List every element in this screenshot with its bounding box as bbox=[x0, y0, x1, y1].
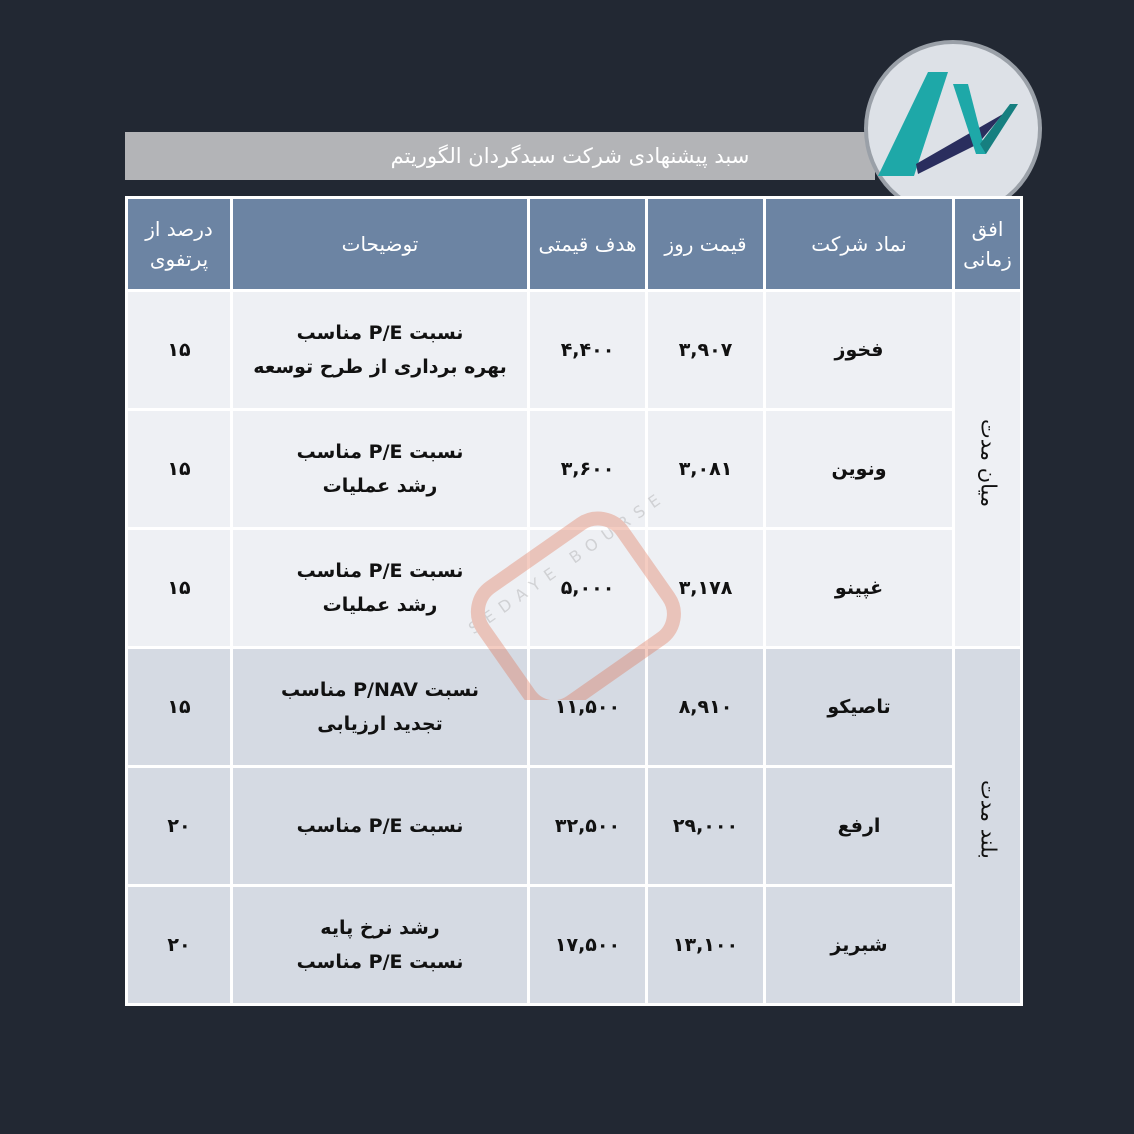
horizon-cell: بلند مدت bbox=[952, 646, 1023, 1006]
target-cell: ۳,۶۰۰ bbox=[527, 408, 648, 530]
price-cell: ۳,۰۸۱ bbox=[645, 408, 766, 530]
symbol-cell: ارفع bbox=[763, 765, 955, 887]
table-row: غپینو ۳,۱۷۸ ۵,۰۰۰ نسبت P/E مناسب رشد عملیات ۱… bbox=[125, 527, 1022, 649]
description-line: رشد عملیات bbox=[322, 594, 438, 616]
description-line: نسبت P/E مناسب bbox=[296, 951, 464, 973]
header-target: هدف قیمتی bbox=[527, 196, 648, 292]
percent-cell: ۲۰ bbox=[125, 765, 233, 887]
description-cell: نسبت P/E مناسب رشد عملیات bbox=[230, 527, 530, 649]
table-row: میان مدت فخوز ۳,۹۰۷ ۴,۴۰۰ نسبت P/E مناسب بهره… bbox=[125, 289, 1023, 649]
portfolio-table: افق زمانی نماد شرکت قیمت روز هدف قیمتی ت… bbox=[125, 196, 1023, 1006]
algorithm-logo-icon bbox=[868, 44, 1038, 214]
header-percent: درصد از پرتفوی bbox=[125, 196, 233, 292]
description-line: نسبت P/E مناسب bbox=[296, 440, 464, 463]
page-title: سبد پیشنهادی شرکت سبدگردان الگوریتم bbox=[390, 144, 750, 168]
header-horizon: افق زمانی bbox=[952, 196, 1023, 292]
title-bar: سبد پیشنهادی شرکت سبدگردان الگوریتم bbox=[125, 132, 875, 180]
header-symbol: نماد شرکت bbox=[763, 196, 955, 292]
price-cell: ۲۹,۰۰۰ bbox=[645, 765, 766, 887]
description-line: رشد نرخ پایه bbox=[320, 916, 440, 939]
description-line: نسبت P/E مناسب bbox=[296, 321, 464, 344]
description-line: نسبت P/E مناسب bbox=[296, 559, 464, 582]
description-cell: نسبت P/E مناسب بهره برداری از طرح توسعه bbox=[230, 289, 530, 411]
table-row: بلند مدت تاصیکو ۸,۹۱۰ ۱۱,۵۰۰ نسبت P/NAV مناس… bbox=[125, 646, 1023, 1006]
table-row: شبریز ۱۳,۱۰۰ ۱۷,۵۰۰ رشد نرخ پایه نسبت P/E من… bbox=[125, 884, 1022, 1006]
description-line: تجدید ارزیابی bbox=[317, 713, 443, 735]
price-cell: ۳,۹۰۷ bbox=[645, 289, 766, 411]
horizon-label: بلند مدت bbox=[976, 780, 1001, 860]
description-cell: رشد نرخ پایه نسبت P/E مناسب bbox=[230, 884, 530, 1006]
header-description: توضیحات bbox=[230, 196, 530, 292]
symbol-cell: ونوین bbox=[763, 408, 955, 530]
percent-cell: ۲۰ bbox=[125, 884, 233, 1006]
price-cell: ۱۳,۱۰۰ bbox=[645, 884, 766, 1006]
description-line: رشد عملیات bbox=[322, 475, 438, 497]
description-cell: نسبت P/NAV مناسب تجدید ارزیابی bbox=[230, 646, 530, 768]
horizon-cell: میان مدت bbox=[952, 289, 1023, 649]
description-line: بهره برداری از طرح توسعه bbox=[253, 356, 507, 378]
table-row: ونوین ۳,۰۸۱ ۳,۶۰۰ نسبت P/E مناسب رشد عملیات ۱… bbox=[125, 408, 1022, 530]
percent-cell: ۱۵ bbox=[125, 289, 233, 411]
symbol-cell: فخوز bbox=[763, 289, 955, 411]
table-row: ارفع ۲۹,۰۰۰ ۳۲,۵۰۰ نسبت P/E مناسب ۲۰ bbox=[125, 765, 1022, 887]
description-cell: نسبت P/E مناسب رشد عملیات bbox=[230, 408, 530, 530]
header-price: قیمت روز bbox=[645, 196, 766, 292]
description-line: نسبت P/NAV مناسب bbox=[281, 678, 479, 701]
target-cell: ۱۱,۵۰۰ bbox=[527, 646, 648, 768]
symbol-cell: شبریز bbox=[763, 884, 955, 1006]
percent-cell: ۱۵ bbox=[125, 646, 233, 768]
price-cell: ۸,۹۱۰ bbox=[645, 646, 766, 768]
target-cell: ۵,۰۰۰ bbox=[527, 527, 648, 649]
description-line: نسبت P/E مناسب bbox=[296, 814, 464, 837]
target-cell: ۳۲,۵۰۰ bbox=[527, 765, 648, 887]
percent-cell: ۱۵ bbox=[125, 408, 233, 530]
symbol-cell: غپینو bbox=[763, 527, 955, 649]
percent-cell: ۱۵ bbox=[125, 527, 233, 649]
target-cell: ۱۷,۵۰۰ bbox=[527, 884, 648, 1006]
price-cell: ۳,۱۷۸ bbox=[645, 527, 766, 649]
target-cell: ۴,۴۰۰ bbox=[527, 289, 648, 411]
description-cell: نسبت P/E مناسب bbox=[230, 765, 530, 887]
symbol-cell: تاصیکو bbox=[763, 646, 955, 768]
horizon-label: میان مدت bbox=[976, 418, 1001, 507]
